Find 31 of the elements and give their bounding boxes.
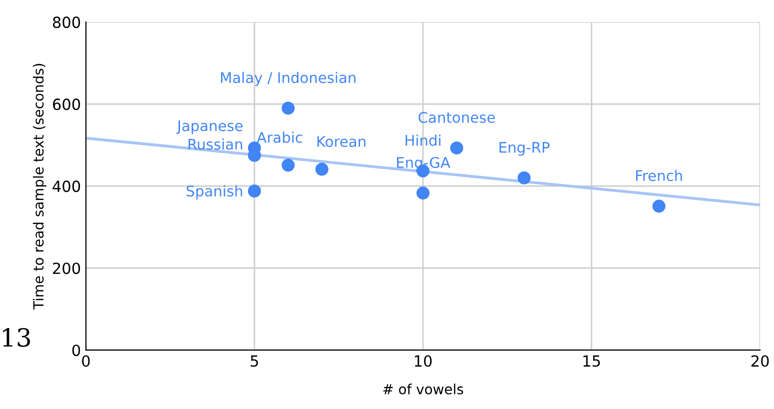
y-tick-label: 0 bbox=[72, 344, 80, 356]
y-tick-label: 200 bbox=[53, 262, 80, 274]
x-axis-title: # of vowels bbox=[383, 384, 464, 394]
annotation: Russian bbox=[188, 138, 242, 150]
y-tick-label: 800 bbox=[52, 16, 80, 28]
x-tick-label: 0 bbox=[82, 355, 90, 367]
x-tick-label: 15 bbox=[583, 355, 600, 367]
annotation: Korean bbox=[317, 136, 366, 148]
annotation: Hindi bbox=[406, 134, 440, 146]
x-tick-label: 5 bbox=[250, 355, 258, 367]
y-tick-label: 600 bbox=[52, 98, 80, 110]
x-tick-label: 10 bbox=[414, 355, 432, 367]
annotation: Cantonese bbox=[418, 112, 495, 123]
annotation: Malay / Indonesian bbox=[221, 72, 356, 86]
point bbox=[282, 102, 295, 115]
text: 13 bbox=[3, 328, 30, 347]
point bbox=[282, 158, 295, 172]
point bbox=[518, 171, 531, 184]
x-tick-label: 20 bbox=[751, 355, 769, 367]
annotation: Japanese bbox=[176, 120, 243, 134]
annotation: Spanish bbox=[186, 185, 242, 200]
point bbox=[450, 141, 464, 154]
annotation: French bbox=[636, 170, 682, 182]
annotation: Eng-RP bbox=[500, 142, 550, 156]
point bbox=[248, 184, 261, 198]
y-axis-title: Time to read sample text (seconds) bbox=[32, 64, 46, 310]
y-tick-label: 400 bbox=[52, 180, 80, 192]
annotation: Arabic bbox=[256, 132, 302, 143]
point bbox=[416, 186, 430, 200]
point bbox=[315, 162, 328, 176]
point bbox=[652, 200, 666, 213]
